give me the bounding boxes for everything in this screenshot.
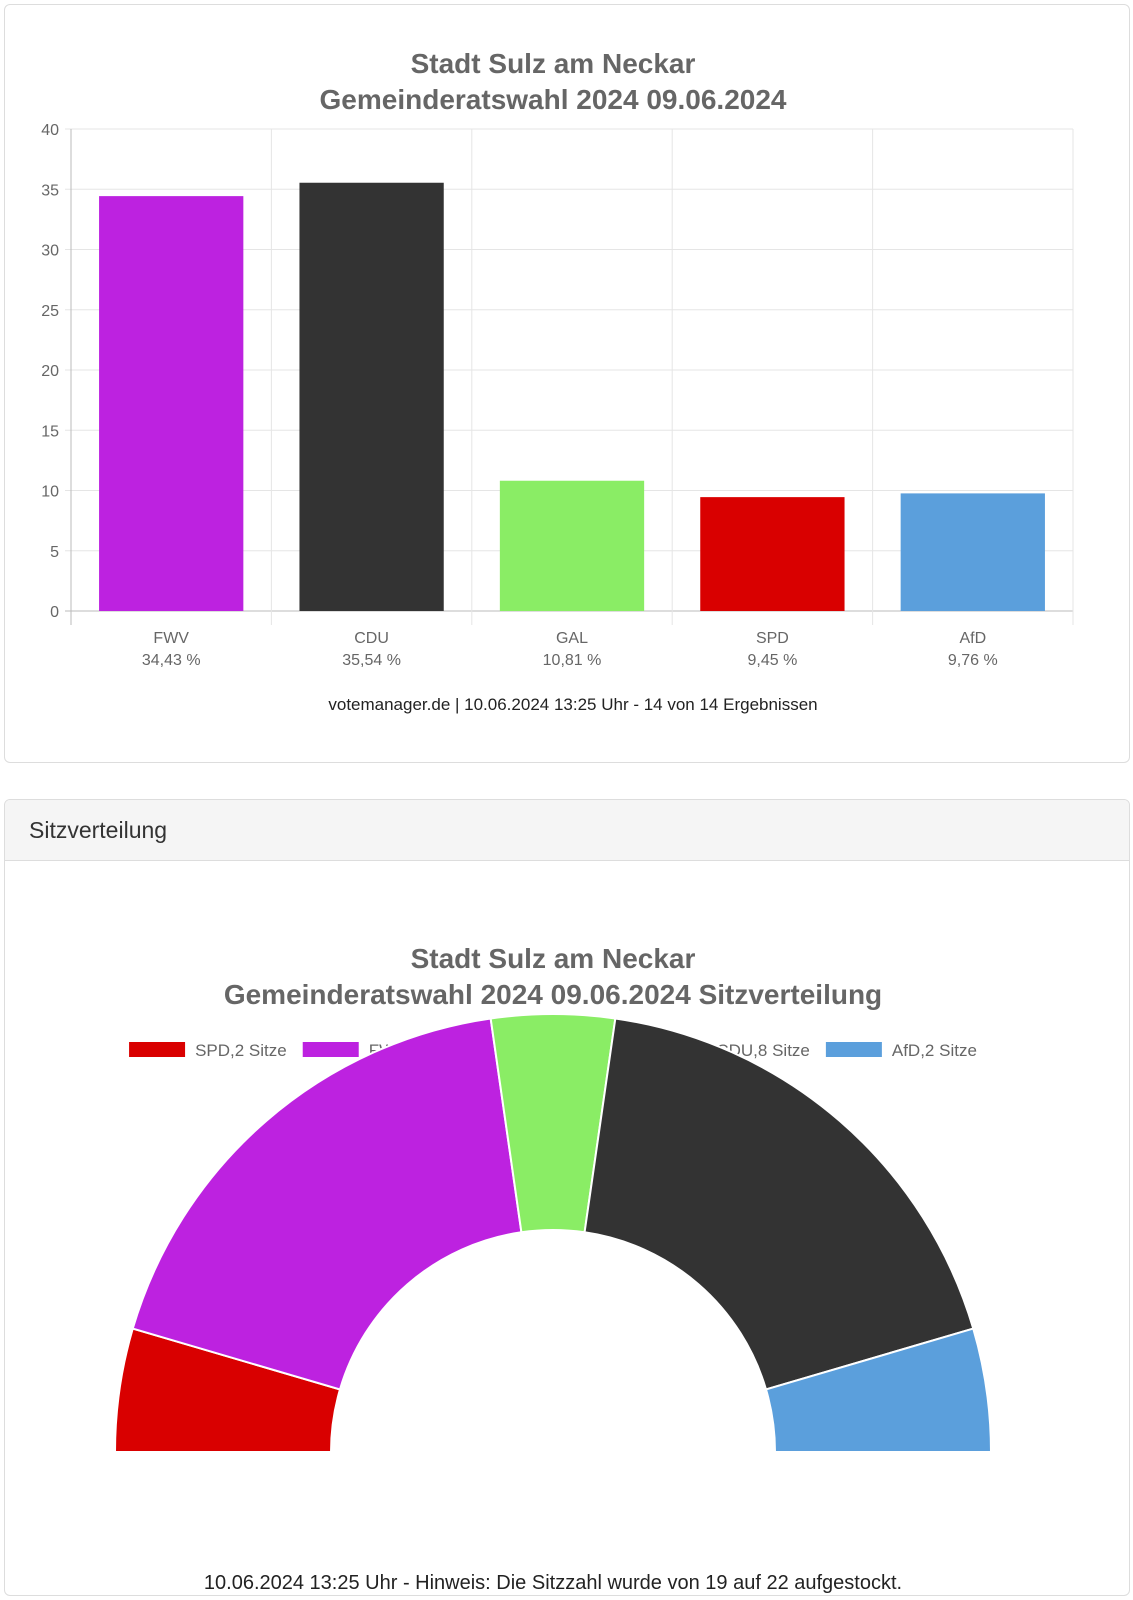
bar-fwv bbox=[99, 196, 244, 611]
x-category-label: FWV bbox=[153, 630, 189, 647]
legend-swatch bbox=[302, 1042, 359, 1057]
y-tick-label: 15 bbox=[41, 423, 59, 440]
vote-share-card: Stadt Sulz am Neckar Gemeinderatswahl 20… bbox=[4, 4, 1130, 763]
x-category-percent: 9,45 % bbox=[747, 652, 797, 669]
seat-slice-cdu bbox=[583, 1017, 975, 1391]
x-category-percent: 35,54 % bbox=[342, 652, 401, 669]
y-tick-label: 0 bbox=[50, 604, 59, 621]
x-category-percent: 34,43 % bbox=[142, 652, 201, 669]
bar-chart-title-line1: Stadt Sulz am Neckar bbox=[411, 48, 696, 79]
x-category-label: CDU bbox=[354, 630, 389, 647]
bar-afd bbox=[900, 493, 1045, 611]
seat-chart-title-line2: Gemeinderatswahl 2024 09.06.2024 Sitzver… bbox=[224, 979, 882, 1010]
bar-chart-title-line2: Gemeinderatswahl 2024 09.06.2024 bbox=[320, 84, 787, 115]
y-tick-label: 35 bbox=[41, 182, 59, 199]
y-tick-label: 25 bbox=[41, 303, 59, 320]
bar-chart-footer: votemanager.de | 10.06.2024 13:25 Uhr - … bbox=[328, 695, 817, 714]
vote-share-chart: Stadt Sulz am Neckar Gemeinderatswahl 20… bbox=[41, 48, 1074, 714]
bar-chart-y-axis: 0 5 10 15 20 25 30 35 40 bbox=[41, 122, 59, 621]
y-tick-label: 40 bbox=[41, 122, 59, 139]
x-category-percent: 9,76 % bbox=[948, 652, 998, 669]
seat-chart-arcs bbox=[113, 1012, 993, 1453]
bar-cdu bbox=[299, 182, 444, 612]
seat-card-header: Sitzverteilung bbox=[5, 800, 1129, 861]
y-tick-label: 5 bbox=[50, 544, 59, 561]
legend-label: AfD,2 Sitze bbox=[892, 1041, 977, 1060]
legend-label: SPD,2 Sitze bbox=[195, 1041, 287, 1060]
y-tick-label: 10 bbox=[41, 484, 59, 501]
seat-distribution-card: Sitzverteilung Stadt Sulz am Neckar Geme… bbox=[4, 799, 1130, 1596]
y-tick-label: 20 bbox=[41, 363, 59, 380]
bar-gal bbox=[499, 480, 645, 611]
bar-spd bbox=[700, 497, 845, 611]
x-category-label: AfD bbox=[959, 630, 986, 647]
legend-swatch bbox=[825, 1042, 882, 1057]
x-category-label: GAL bbox=[556, 630, 588, 647]
x-category-label: SPD bbox=[756, 630, 789, 647]
x-category-percent: 10,81 % bbox=[543, 652, 602, 669]
legend-swatch bbox=[129, 1042, 186, 1057]
seat-chart-note: 10.06.2024 13:25 Uhr - Hinweis: Die Sitz… bbox=[204, 1572, 902, 1594]
seat-slice-fwv bbox=[131, 1017, 523, 1391]
bar-chart-bars bbox=[99, 182, 1045, 612]
seat-chart-title-line1: Stadt Sulz am Neckar bbox=[411, 943, 696, 974]
bar-chart-x-axis: FWV 34,43 % CDU 35,54 % GAL 10,81 % SPD 9,45 % A… bbox=[142, 630, 998, 669]
y-tick-label: 30 bbox=[41, 243, 59, 260]
seat-distribution-chart: Stadt Sulz am Neckar Gemeinderatswahl 20… bbox=[113, 943, 993, 1594]
seat-slice-afd bbox=[764, 1327, 993, 1453]
